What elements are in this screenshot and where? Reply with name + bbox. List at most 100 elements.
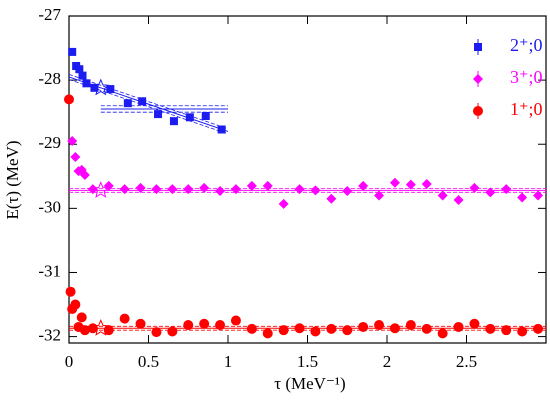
data-point — [217, 125, 226, 134]
data-point — [151, 327, 162, 338]
data-point — [78, 71, 87, 80]
data-point — [310, 326, 321, 337]
data-point — [358, 180, 369, 191]
data-point — [230, 184, 241, 195]
data-point — [185, 113, 194, 122]
data-point — [389, 177, 400, 188]
data-point — [169, 117, 178, 126]
data-point — [533, 323, 544, 334]
legend-label: 2⁺;0 — [510, 35, 543, 55]
data-point — [70, 152, 81, 163]
data-point — [79, 325, 90, 336]
data-point — [326, 323, 337, 334]
star-marker — [91, 181, 110, 198]
data-point — [119, 184, 130, 195]
data-point — [294, 323, 305, 334]
data-point — [183, 184, 194, 195]
data-point — [87, 184, 98, 195]
data-point — [326, 193, 337, 204]
data-point — [76, 312, 87, 323]
data-point — [246, 180, 257, 191]
data-point — [154, 110, 163, 119]
data-point — [75, 65, 84, 74]
data-point — [501, 325, 512, 336]
data-point — [138, 97, 147, 106]
data-point — [90, 83, 99, 92]
legend-label: 3⁺;0 — [510, 67, 543, 87]
data-point — [437, 328, 448, 339]
data-point — [278, 198, 289, 209]
y-tick-label: -30 — [38, 197, 61, 216]
data-point — [437, 190, 448, 201]
y-tick-label: -31 — [38, 261, 61, 280]
data-point — [421, 178, 432, 189]
data-point — [199, 182, 210, 193]
data-point — [65, 286, 76, 297]
x-tick-label: 1.5 — [297, 352, 318, 371]
y-tick-label: -32 — [38, 325, 61, 344]
data-point — [374, 320, 385, 331]
data-point — [68, 47, 77, 56]
data-point — [517, 326, 528, 337]
data-point — [106, 85, 115, 94]
data-point — [135, 318, 146, 329]
x-tick-label: 0.5 — [138, 352, 159, 371]
data-point — [67, 136, 78, 147]
fit-band — [68, 73, 229, 130]
data-point — [199, 318, 210, 329]
data-point — [342, 186, 353, 197]
data-point — [82, 79, 91, 88]
data-point — [70, 299, 81, 310]
star-marker — [91, 318, 110, 336]
y-tick-label: -28 — [38, 69, 61, 88]
y-tick-label: -29 — [38, 133, 61, 152]
data-point — [533, 190, 544, 201]
data-point — [453, 321, 464, 332]
data-point — [215, 320, 226, 331]
x-tick-label: 2.5 — [456, 352, 477, 371]
data-point — [246, 323, 257, 334]
data-point — [405, 179, 416, 190]
data-point — [230, 315, 241, 326]
data-point — [123, 99, 132, 108]
data-point — [79, 170, 90, 181]
data-point — [119, 313, 130, 324]
data-point — [103, 180, 114, 191]
y-tick-label: -27 — [38, 5, 61, 24]
plot-frame — [68, 15, 547, 344]
data-point — [469, 318, 480, 329]
legend-label: 1⁺;0 — [510, 99, 543, 119]
data-point — [374, 190, 385, 201]
x-axis-label: τ (MeV⁻¹) — [274, 374, 345, 393]
y-axis-label: E(τ) (MeV) — [3, 140, 22, 219]
data-point — [405, 320, 416, 331]
data-point — [167, 184, 178, 195]
data-point — [294, 184, 305, 195]
data-point — [517, 192, 528, 203]
data-point — [215, 186, 226, 197]
data-point — [469, 182, 480, 193]
data-point — [278, 325, 289, 336]
data-point — [262, 328, 273, 339]
data-point — [485, 323, 496, 334]
data-point — [64, 94, 74, 105]
data-point — [151, 184, 162, 195]
data-point — [389, 323, 400, 334]
data-point — [183, 320, 194, 331]
data-point — [342, 325, 353, 336]
x-tick-label: 1 — [224, 352, 233, 371]
data-point — [358, 321, 369, 332]
data-point — [501, 184, 512, 195]
star-marker — [91, 78, 110, 96]
data-point — [421, 323, 432, 334]
fit-band — [68, 79, 229, 135]
data-point — [135, 182, 146, 193]
x-tick-label: 2 — [383, 352, 392, 371]
data-point — [453, 195, 464, 206]
data-point — [167, 326, 178, 337]
data-point — [485, 187, 496, 198]
data-point — [310, 185, 321, 196]
data-point — [201, 112, 210, 121]
